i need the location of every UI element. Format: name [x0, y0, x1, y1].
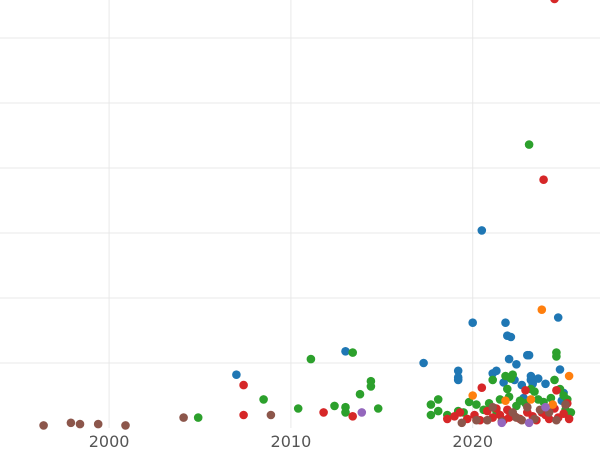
x-tick-label: 2020 [452, 432, 493, 450]
data-point-brown [552, 415, 561, 425]
data-point-blue [553, 313, 563, 322]
data-point-orange [548, 400, 557, 409]
data-point-brown [266, 410, 276, 420]
data-point-orange [537, 305, 547, 315]
data-point-green [355, 389, 365, 399]
data-point-red [552, 386, 561, 395]
data-point-brown [483, 415, 492, 425]
data-point-red [348, 412, 358, 421]
data-point-green [426, 410, 436, 420]
data-point-blue [468, 318, 478, 328]
data-point-blue [477, 226, 487, 235]
data-point-brown [523, 402, 532, 412]
data-point-brown [517, 415, 527, 425]
data-point-brown [121, 421, 130, 430]
data-point-brown [179, 413, 188, 422]
data-point-green [366, 382, 376, 391]
data-point-green [373, 404, 383, 413]
data-point-green [464, 397, 474, 407]
data-point-green [306, 354, 316, 364]
data-point-green [433, 395, 443, 404]
x-tick-label: 2000 [89, 432, 130, 450]
data-point-red [455, 408, 465, 417]
data-point-green [550, 375, 559, 385]
y-gridlines [0, 37, 600, 364]
data-point-red [564, 414, 574, 424]
data-point-brown [457, 418, 467, 428]
data-point-brown [66, 418, 76, 428]
data-point-orange [526, 395, 536, 404]
data-point-purple [357, 408, 367, 417]
data-point-red [239, 380, 248, 390]
data-point-orange [468, 391, 478, 400]
data-point-green [472, 400, 481, 409]
data-point-green [259, 395, 268, 404]
data-point-blue [232, 370, 241, 380]
data-point-green [341, 408, 350, 417]
data-point-blue [499, 378, 508, 387]
data-point-green [193, 413, 203, 422]
data-point-green [552, 352, 561, 361]
data-point-orange [501, 396, 510, 406]
data-point-blue [555, 365, 565, 374]
data-point-green [566, 408, 576, 417]
data-point-red [539, 175, 548, 184]
data-point-green [426, 400, 436, 409]
data-point-red [550, 0, 559, 4]
data-point-blue [453, 366, 463, 376]
data-point-green [488, 375, 498, 385]
data-point-blue [501, 318, 510, 328]
data-point-green [330, 401, 339, 411]
data-point-blue [504, 354, 514, 364]
data-point-green [293, 404, 303, 413]
data-point-red [544, 414, 554, 424]
data-point-brown [561, 400, 570, 409]
data-point-purple [497, 418, 507, 428]
data-point-blue [419, 358, 428, 368]
data-point-green [503, 384, 512, 394]
data-point-blue [453, 375, 463, 385]
x-gridlines [108, 0, 474, 428]
data-point-red [521, 386, 530, 395]
data-points [39, 0, 576, 430]
data-point-purple [524, 418, 534, 428]
data-point-brown [488, 402, 498, 412]
data-point-blue [533, 374, 543, 383]
data-point-blue [524, 350, 534, 360]
data-point-blue [541, 379, 550, 389]
data-point-green [524, 140, 534, 149]
data-point-green [348, 348, 358, 357]
data-point-green [546, 393, 556, 403]
data-point-orange [564, 371, 574, 381]
x-tick-label: 2010 [271, 432, 312, 450]
data-point-brown [472, 415, 481, 425]
data-point-red [239, 410, 248, 420]
data-point-purple [541, 402, 550, 412]
data-point-blue [341, 347, 350, 356]
data-point-blue [512, 360, 521, 369]
data-point-brown [75, 419, 85, 429]
data-point-blue [506, 332, 516, 342]
data-point-brown [39, 421, 48, 430]
data-point-red [559, 409, 568, 419]
data-point-red [477, 383, 487, 393]
data-point-red [443, 414, 452, 424]
x-tick-labels: 2000 2010 2020 [89, 432, 493, 450]
data-point-blue [492, 366, 501, 376]
data-point-brown [93, 419, 103, 429]
data-point-green [530, 387, 539, 396]
data-point-green [433, 406, 443, 416]
data-point-green [508, 370, 517, 380]
data-point-red [319, 408, 328, 417]
